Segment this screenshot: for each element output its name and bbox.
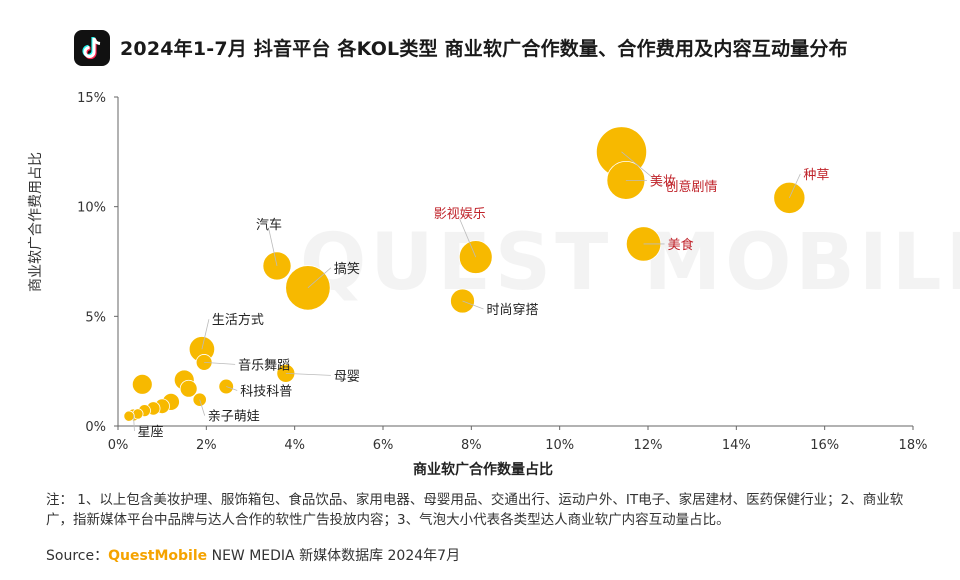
leader-line (199, 399, 206, 416)
y-tick-label: 5% (85, 310, 106, 325)
bubble-label: 种草 (803, 168, 829, 183)
leader-line (204, 361, 236, 365)
leader-line (459, 218, 477, 258)
source-rest: NEW MEDIA 新媒体数据库 2024年7月 (207, 548, 461, 564)
footnote: 注： 1、以上包含美妆护理、服饰箱包、食品饮品、家用电器、母婴用品、交通出行、运… (46, 492, 904, 528)
bubble-label: 母婴 (334, 369, 360, 384)
bubble-label: 汽车 (256, 217, 282, 233)
chart-title: 2024年1-7月 抖音平台 各KOL类型 商业软广合作数量、合作费用及内容互动… (120, 38, 848, 60)
source-prefix: Source： (46, 548, 109, 564)
leader-line (788, 173, 801, 199)
leader-line (201, 319, 210, 350)
leader-line (133, 415, 135, 432)
bubble-label: 科技科普 (240, 385, 292, 400)
chart-axes: 0% 2% 4% 6% 8% 10% 12% 14% 16% 18% 0% 5% 10% 15% (77, 91, 927, 453)
leader-line (285, 372, 331, 376)
x-tick-label: 14% (722, 438, 751, 453)
bubble-时尚穿搭 (450, 288, 475, 314)
source-line: Source：QuestMobile NEW MEDIA 新媒体数据库 2024… (46, 545, 460, 565)
bubble-label: 星座 (137, 425, 163, 440)
y-tick-label: 0% (85, 420, 106, 435)
x-tick-label: 8% (461, 438, 482, 453)
tiktok-logo-icon (74, 30, 110, 66)
bubble-label: 搞笑 (334, 261, 360, 277)
x-tick-label: 6% (373, 438, 394, 453)
x-tick-label: 10% (545, 438, 574, 453)
x-tick-label: 0% (108, 438, 129, 453)
bubble-unlabeled (179, 379, 198, 398)
x-tick-label: 18% (899, 438, 928, 453)
bubble-label: 影视娱乐 (434, 207, 486, 222)
source-brand: QuestMobile (108, 548, 208, 564)
y-tick-label: 15% (77, 91, 106, 106)
bubble-label: 时尚穿搭 (487, 302, 539, 318)
bubble-label: 音乐舞蹈 (238, 357, 290, 373)
x-tick-label: 2% (196, 438, 217, 453)
leader-line (307, 267, 332, 289)
leader-line (268, 229, 278, 266)
x-axis-label: 商业软广合作数量占比 (413, 461, 553, 478)
x-tick-label: 12% (634, 438, 663, 453)
leader-line (226, 386, 238, 391)
bubble-chart: 0% 2% 4% 6% 8% 10% 12% 14% 16% 18% 0% 5% 10% 15% 创意剧情… (28, 91, 927, 478)
bubble-label: 创意剧情 (666, 179, 718, 195)
leader-line (621, 151, 663, 187)
y-tick-label: 10% (77, 201, 106, 216)
bubble-unlabeled (123, 410, 135, 422)
x-tick-label: 16% (810, 438, 839, 453)
bubble-label: 生活方式 (212, 312, 264, 328)
bubble-layer (123, 126, 806, 422)
y-axis-label: 商业软广合作费用占比 (28, 152, 44, 292)
bubble-unlabeled (131, 373, 153, 395)
leader-line (462, 300, 484, 310)
bubble-label: 亲子萌娃 (208, 410, 260, 425)
bubble-科技科普 (218, 378, 234, 395)
bubble-label: 美妆 (650, 174, 676, 189)
x-tick-label: 4% (284, 438, 305, 453)
bubble-label: 美食 (668, 237, 694, 253)
